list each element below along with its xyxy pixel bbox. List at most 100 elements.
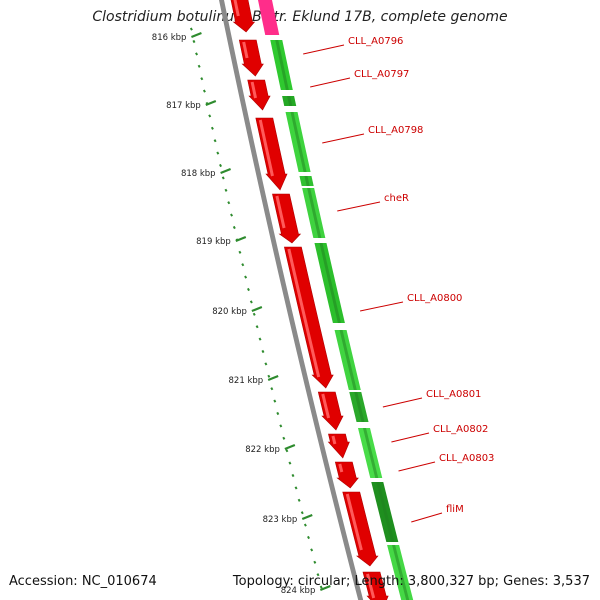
reverse-gene-shade (307, 188, 322, 238)
ruler-dot (307, 535, 310, 540)
tick-label: 818 kbp (181, 169, 216, 179)
gene-leader-line (310, 77, 351, 88)
accession-label: Accession: NC_010674 (9, 574, 157, 589)
kbp-ruler: 816 kbp 817 kbp 818 kbp 819 kbp 820 kbp 821 k… (152, 27, 331, 596)
reverse-gene-shade (290, 112, 307, 172)
ruler-dot (252, 312, 256, 316)
ruler-dot (258, 337, 262, 341)
map-title: Clostridium botulinum B str. Eklund 17B,… (92, 9, 508, 25)
ruler-dot (285, 449, 289, 453)
forward-gene-arrow (327, 433, 350, 459)
ruler-dot (303, 523, 307, 527)
major-tick (301, 513, 313, 521)
ruler-dot (288, 461, 292, 465)
ruler-dot (273, 399, 277, 403)
major-tick (205, 99, 217, 107)
ruler-dot (282, 436, 286, 440)
reverse-gene-shade (354, 392, 365, 422)
ruler-dot (200, 77, 204, 81)
gene-leader-line (382, 397, 423, 408)
backbone-layer (219, 0, 364, 600)
gene-label[interactable]: CLL_A0801 (426, 389, 481, 400)
reverse-gene-shade (275, 40, 289, 90)
forward-gene-highlight (275, 195, 286, 229)
gene-label[interactable]: CLL_A0802 (433, 424, 488, 435)
gene-label[interactable]: CLL_A0797 (354, 69, 409, 80)
highlighted-gene-block (258, 0, 280, 35)
major-tick (319, 584, 331, 592)
major-tick (267, 374, 279, 382)
reverse-gene-shade (376, 482, 395, 542)
ruler-dot (316, 573, 320, 577)
ruler-dot (270, 387, 274, 391)
gene-label[interactable]: CLL_A0796 (348, 36, 403, 47)
gene-leader-line (303, 44, 345, 55)
gene-leader-line (360, 301, 404, 312)
ruler-dot (267, 374, 271, 378)
gene-label[interactable]: CLL_A0798 (368, 125, 423, 136)
ruler-dot (249, 300, 253, 304)
ruler-dot (238, 250, 242, 254)
ruler-dot (264, 362, 268, 366)
gene-label-layer: CLL_A0796 CLL_A0797 CLL_A0798 cheR CLL_A0800… (303, 36, 494, 523)
ruler-dot (210, 126, 214, 130)
tick-label: 821 kbp (229, 376, 264, 386)
reverse-strand-track (258, 0, 414, 600)
ruler-dot (313, 560, 317, 564)
ruler-dot (300, 511, 304, 515)
tick-label: 820 kbp (212, 307, 247, 317)
ruler-dot (319, 585, 323, 589)
ruler-dot (197, 64, 201, 68)
gene-leader-line (391, 432, 430, 443)
ruler-dot (202, 89, 206, 93)
ruler-dot (246, 287, 250, 292)
gene-label[interactable]: fliM (446, 504, 464, 515)
forward-gene-highlight (338, 463, 344, 473)
ruler-dot (261, 349, 265, 354)
forward-gene-highlight (242, 41, 249, 59)
ruler-dot (213, 139, 217, 143)
ruler-dot (276, 411, 280, 416)
tick-label: 822 kbp (245, 445, 280, 455)
forward-gene-highlight (233, 0, 240, 17)
forward-gene-highlight (345, 493, 363, 551)
forward-gene-highlight (321, 393, 331, 419)
forward-gene-arrow (317, 391, 344, 431)
reverse-gene-shade (319, 243, 341, 323)
forward-gene-arrow (247, 79, 271, 111)
forward-gene-highlight (366, 573, 376, 599)
reverse-gene-shade (304, 176, 310, 186)
ruler-dot (227, 201, 231, 205)
ruler-dot (216, 151, 220, 155)
ruler-dot (310, 548, 314, 552)
major-tick (251, 305, 263, 313)
gene-leader-line (322, 133, 365, 144)
ruler-dot (189, 27, 193, 31)
gene-label[interactable]: CLL_A0803 (439, 453, 494, 464)
gene-leader-line (411, 512, 443, 523)
major-tick (220, 167, 231, 175)
tick-label: 817 kbp (166, 101, 201, 111)
ruler-dot (232, 225, 236, 230)
gene-leader-line (398, 461, 436, 472)
tick-label: 823 kbp (263, 515, 298, 525)
forward-strand-track (230, 0, 389, 600)
ruler-dot (255, 325, 259, 329)
forward-gene-highlight (287, 248, 321, 378)
forward-gene-highlight (331, 435, 337, 445)
gene-label[interactable]: cheR (384, 193, 409, 204)
ruler-dot (224, 188, 228, 192)
ruler-dot (244, 275, 248, 279)
ruler-dot (221, 176, 225, 180)
tick-label: 819 kbp (196, 237, 231, 247)
gene-label[interactable]: CLL_A0800 (407, 293, 462, 304)
ruler-dot (208, 114, 212, 118)
topology-label: Topology: circular; Length: 3,800,327 bp… (232, 574, 590, 589)
forward-gene-highlight (250, 81, 257, 99)
ruler-dot (230, 213, 234, 217)
major-tick (284, 443, 296, 451)
reverse-gene-shade (392, 545, 410, 600)
reverse-gene-shade (287, 96, 293, 106)
